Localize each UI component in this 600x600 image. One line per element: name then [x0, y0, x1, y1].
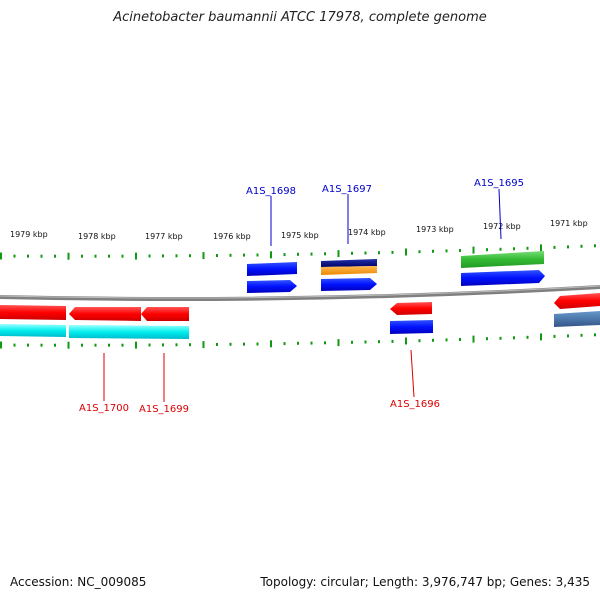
scale-label-1978: 1978 kbp: [78, 232, 116, 241]
gene-a1s-1696-red[interactable]: [390, 302, 432, 315]
gene-a1s-1697-orange[interactable]: [321, 266, 377, 275]
gene-a1s-1700-cyan[interactable]: [69, 325, 189, 339]
gene-a1s-1700-red[interactable]: [69, 307, 141, 321]
leader-a1s-1696: [410, 349, 415, 398]
gene-a1s-1698-arrow[interactable]: [247, 280, 297, 293]
gene-right-red[interactable]: [554, 293, 600, 309]
gene-label-a1s-1699[interactable]: A1S_1699: [139, 404, 189, 415]
genome-backbone-highlight: [0, 285, 600, 299]
scale-label-1974: 1974 kbp: [348, 228, 386, 237]
bottom-tick-row: [0, 333, 596, 349]
gene-left-cyan[interactable]: [0, 324, 66, 337]
gene-left-red[interactable]: [0, 305, 66, 320]
gene-a1s-1697-navy[interactable]: [321, 259, 377, 267]
page-title: Acinetobacter baumannii ATCC 17978, comp…: [113, 10, 487, 25]
scale-label-1975: 1975 kbp: [281, 231, 319, 240]
gene-label-a1s-1698[interactable]: A1S_1698: [246, 186, 296, 197]
gene-a1s-1695-green[interactable]: [461, 251, 544, 268]
genome-backbone: [0, 285, 600, 302]
gene-label-a1s-1695[interactable]: A1S_1695: [474, 178, 524, 189]
scale-label-1977: 1977 kbp: [145, 232, 183, 241]
scale-label-1972: 1972 kbp: [483, 222, 521, 231]
top-tick-row: [0, 244, 596, 260]
gene-a1s-1699-red[interactable]: [141, 307, 189, 321]
gene-right-steel[interactable]: [554, 311, 600, 327]
scale-label-1971: 1971 kbp: [550, 219, 588, 228]
gene-a1s-1696-blue[interactable]: [390, 320, 433, 334]
scale-label-1973: 1973 kbp: [416, 225, 454, 234]
scale-label-1979: 1979 kbp: [10, 230, 48, 239]
gene-a1s-1697-arrow[interactable]: [321, 278, 377, 291]
gene-label-a1s-1696[interactable]: A1S_1696: [390, 399, 440, 410]
genome-summary-text: Topology: circular; Length: 3,976,747 bp…: [260, 575, 590, 589]
gene-label-a1s-1697[interactable]: A1S_1697: [322, 184, 372, 195]
scale-label-1976: 1976 kbp: [213, 232, 251, 241]
gene-a1s-1695-arrow[interactable]: [461, 270, 545, 286]
gene-a1s-1698-upper[interactable]: [247, 262, 297, 276]
leader-a1s-1695: [498, 188, 502, 240]
accession-text: Accession: NC_009085: [10, 575, 147, 589]
gene-label-a1s-1700[interactable]: A1S_1700: [79, 403, 129, 414]
